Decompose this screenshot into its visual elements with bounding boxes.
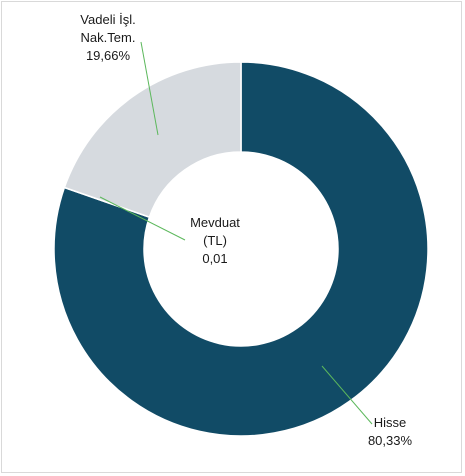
data-label-0: Hisse 80,33% (368, 415, 413, 448)
leader-line-0 (321, 365, 373, 425)
slice-2 (63, 61, 242, 219)
value-label: 0,01 (202, 251, 227, 266)
label-line: Mevduat (190, 215, 240, 230)
label-line: Vadeli İşl. (80, 12, 135, 27)
slice-0 (53, 61, 429, 437)
data-label-1: Mevduat (TL) 0,01 (190, 215, 240, 266)
value-label: 80,33% (368, 433, 413, 448)
label-line: Hisse (374, 415, 407, 430)
label-line: (TL) (203, 233, 227, 248)
leader-line-2 (140, 41, 159, 136)
label-line: Nak.Tem. (81, 30, 136, 45)
leader-line-1 (99, 196, 186, 241)
value-label: 19,66% (86, 48, 131, 63)
data-label-2: Vadeli İşl. Nak.Tem. 19,66% (80, 12, 135, 63)
